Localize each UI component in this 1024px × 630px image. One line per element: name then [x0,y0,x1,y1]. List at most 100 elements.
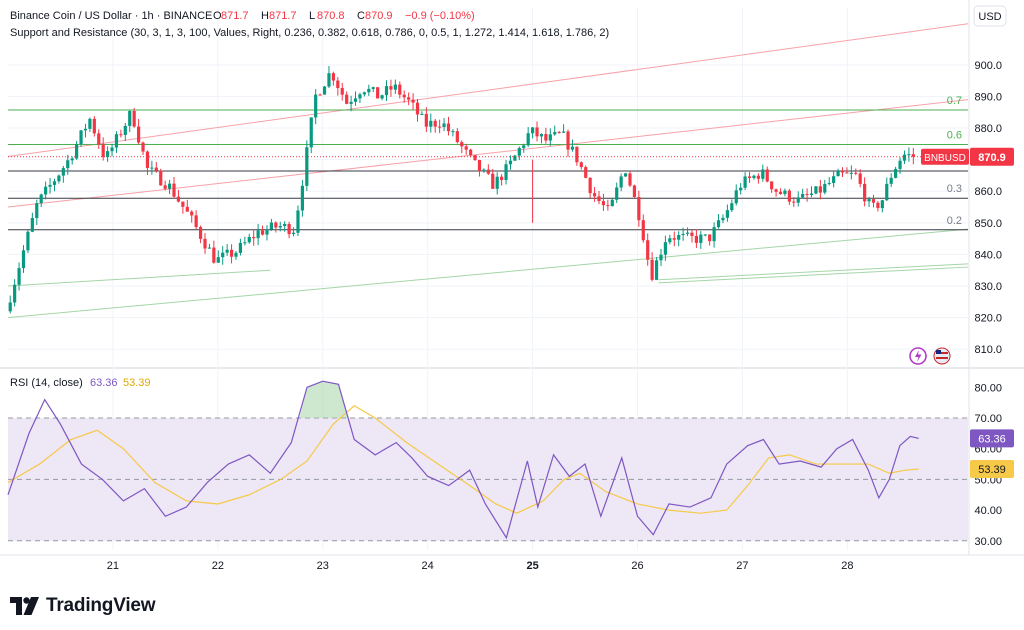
candle-body [898,160,902,169]
candle-body [792,201,796,203]
candle-body [690,232,694,236]
candle-body [314,94,318,118]
candle-body [654,260,659,280]
ohlc-key: C [357,10,365,22]
tradingview-logo[interactable]: TradingView [10,592,156,620]
candle-body [172,183,176,197]
candle-body [685,232,690,234]
candle-body [345,94,349,104]
rsi-ma-value: 53.39 [123,377,151,389]
candle-body [83,128,88,131]
candle-body [331,73,335,81]
candle-body [203,238,207,249]
candle-body [433,120,437,127]
candle-body [287,223,291,235]
ohlc-value: 871.7 [269,10,297,22]
candle-body [455,131,459,143]
price-tick-label: 880.0 [974,123,1002,135]
candle-body [610,199,614,207]
rsi-ma-badge-label: 53.39 [978,464,1006,476]
candle-body [880,200,884,209]
candle-body [867,199,871,202]
candle-body [646,240,650,260]
logo-wordmark: TradingView [46,595,156,616]
candle-body [154,167,158,171]
rsi-tick-label: 80.00 [974,382,1002,394]
candle-body [57,175,61,182]
candle-body [132,110,136,127]
candle-body [216,257,220,263]
candle-body [128,110,132,126]
rsi-tick-label: 70.00 [974,413,1002,425]
candle-body [411,99,415,103]
candle-body [349,101,353,104]
candle-body [296,210,300,233]
rsi-value: 63.36 [90,377,118,389]
candle-body [26,231,30,251]
candle-body [446,123,451,132]
candle-body [318,94,322,96]
candle-body [291,232,296,235]
candle-body [668,238,672,243]
candle-body [353,98,358,102]
candle-body [548,134,552,141]
candle-body [615,187,619,200]
candle-body [539,134,544,137]
candle-body [101,144,105,158]
candle-body [902,154,907,161]
x-tick-label: 28 [841,560,853,572]
candle-body [783,190,787,195]
candle-body [725,210,729,218]
candle-body [221,252,225,258]
candle-body [358,94,362,99]
ohlc-value: 870.8 [317,10,345,22]
candle-body [150,167,154,169]
candle-body [566,131,570,150]
candle-body [464,146,468,150]
currency-button[interactable] [973,5,1007,27]
candle-body [88,118,92,129]
candle-body [136,126,141,143]
level-label: 0.6 [947,129,962,141]
candle-body [694,235,699,243]
candle-body [522,145,526,149]
us-flag-stripe [936,357,948,359]
tradingview-logo-icon [10,597,39,615]
candle-body [229,249,234,257]
candle-body [561,131,566,133]
price-tick-label: 820.0 [974,313,1002,325]
candle-body [734,190,738,204]
candle-body [699,234,703,243]
candle-body [575,146,579,163]
candle-body [322,86,327,95]
candle-body [570,146,575,150]
candle-body [650,259,654,280]
candle-body [243,242,247,244]
candle-body [584,167,588,178]
candle-body [451,131,455,133]
price-tick-label: 890.0 [974,91,1002,103]
candle-body [477,159,482,172]
candle-body [300,185,304,211]
ticker-badge-label: BNBUSD [924,153,966,164]
candle-body [756,175,760,179]
candle-body [619,176,623,188]
rsi-title: RSI (14, close) [10,377,83,389]
price-tick-label: 900.0 [974,60,1002,72]
candle-body [398,84,402,95]
candle-body [469,149,473,156]
rsi-value-badge [970,429,1014,448]
symbol-title: Binance Coin / US Dollar · 1h · BINANCE [10,10,212,22]
candle-body [885,183,889,201]
candle-body [787,190,791,202]
candle-body [70,158,74,161]
price-badge [970,147,1014,166]
candle-body [234,252,238,257]
candle-body [44,186,48,195]
candle-body [167,183,172,189]
candle-body [269,222,274,230]
candle-body [894,168,898,178]
candle-body [606,205,610,207]
candle-body [35,203,39,219]
candle-body [110,147,114,152]
